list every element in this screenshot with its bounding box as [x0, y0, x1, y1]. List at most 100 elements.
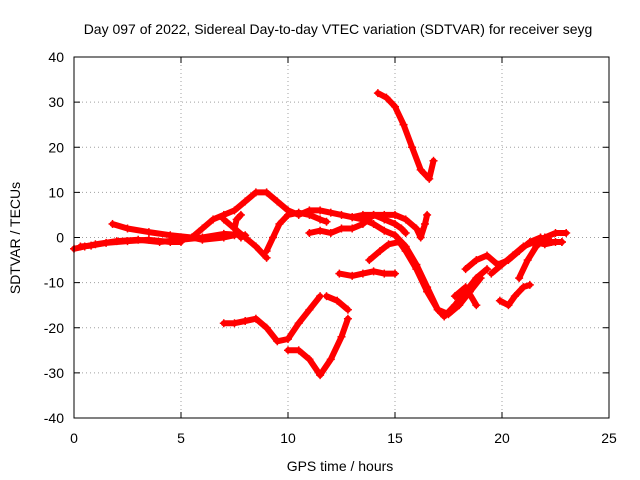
data-point-marker	[262, 253, 271, 262]
data-point-marker	[316, 226, 325, 235]
data-point-marker	[562, 228, 571, 237]
data-point-marker	[483, 265, 492, 274]
y-tick-label: 40	[48, 49, 64, 65]
y-axis-ticks: -40 -30 -20 -10 0 10 20 30 40	[44, 49, 609, 426]
data-point-marker	[423, 210, 432, 219]
data-point-marker	[87, 241, 96, 250]
data-point-marker	[335, 269, 344, 278]
data-point-marker	[241, 197, 250, 206]
data-point-marker	[316, 206, 325, 215]
data-point-marker	[391, 231, 399, 240]
data-point-marker	[401, 247, 410, 256]
data-point-marker	[337, 224, 346, 233]
data-point-marker	[316, 215, 325, 224]
y-tick-label: -40	[44, 410, 64, 426]
data-point-marker	[219, 233, 228, 242]
series-group	[70, 89, 571, 380]
data-point-marker	[251, 242, 260, 251]
data-point-marker	[305, 210, 314, 219]
data-point-marker	[412, 265, 421, 274]
data-point-marker	[444, 310, 453, 319]
data-point-marker	[369, 267, 378, 276]
data-point-marker	[230, 206, 239, 215]
data-point-marker	[275, 219, 284, 228]
data-point-marker	[284, 346, 292, 355]
data-point-marker	[382, 93, 391, 102]
data-point-marker	[412, 224, 421, 233]
data-point-marker	[519, 242, 528, 251]
data-point-marker	[420, 219, 429, 228]
data-point-marker	[273, 337, 282, 346]
data-point-marker	[269, 233, 278, 242]
data-point-marker	[369, 210, 378, 219]
data-point-marker	[358, 219, 367, 228]
data-point-marker	[166, 238, 175, 247]
y-tick-label: -20	[44, 320, 64, 336]
data-point-marker	[373, 89, 382, 98]
data-point-marker	[472, 256, 481, 265]
data-point-marker	[294, 208, 303, 217]
data-point-marker	[123, 224, 132, 233]
data-point-marker	[166, 231, 175, 240]
data-point-marker	[198, 235, 207, 244]
series-line-arc-j	[263, 209, 330, 254]
data-point-marker	[401, 215, 410, 224]
data-point-marker	[251, 314, 260, 323]
data-point-marker	[391, 219, 399, 228]
x-tick-label: 15	[387, 430, 403, 446]
data-point-marker	[305, 228, 314, 237]
x-tick-label: 25	[601, 430, 617, 446]
data-point-marker	[343, 314, 352, 323]
data-point-marker	[348, 271, 357, 280]
data-point-marker	[557, 238, 566, 247]
data-point-marker	[504, 301, 513, 310]
data-point-marker	[380, 269, 389, 278]
data-point-marker	[219, 319, 228, 328]
data-point-marker	[305, 355, 314, 364]
data-point-marker	[294, 346, 303, 355]
data-point-marker	[416, 165, 425, 174]
data-point-marker	[102, 238, 111, 247]
data-point-marker	[348, 213, 357, 222]
data-point-marker	[236, 233, 245, 242]
y-tick-label: 20	[48, 139, 64, 155]
data-point-marker	[273, 197, 282, 206]
y-tick-label: 0	[56, 230, 64, 246]
data-point-marker	[461, 265, 470, 274]
data-point-marker	[333, 296, 342, 305]
data-point-marker	[337, 332, 346, 341]
data-point-marker	[358, 210, 367, 219]
data-point-marker	[241, 316, 250, 325]
data-point-marker	[262, 247, 271, 256]
data-point-marker	[322, 217, 331, 226]
data-point-marker	[198, 224, 207, 233]
data-point-marker	[380, 210, 389, 219]
data-point-marker	[326, 208, 335, 217]
data-point-marker	[123, 237, 132, 246]
data-point-marker	[433, 305, 442, 314]
data-point-marker	[551, 228, 560, 237]
data-point-marker	[108, 219, 117, 228]
data-point-marker	[326, 355, 335, 364]
data-point-marker	[262, 323, 271, 332]
data-point-marker	[391, 102, 399, 111]
series-line-arc-f	[220, 293, 324, 345]
data-point-marker	[461, 283, 470, 292]
data-point-marker	[519, 283, 528, 292]
series-line-arc-n	[366, 239, 484, 318]
data-point-marker	[380, 226, 389, 235]
data-point-marker	[230, 224, 239, 233]
data-point-marker	[416, 233, 425, 242]
series-line-arc-l	[349, 211, 431, 241]
data-point-marker	[144, 228, 153, 237]
data-point-marker	[219, 215, 228, 224]
data-point-marker	[397, 224, 406, 233]
data-point-marker	[326, 228, 335, 237]
data-point-marker	[358, 269, 367, 278]
data-point-marker	[391, 269, 399, 278]
data-point-marker	[337, 210, 346, 219]
data-point-marker	[343, 305, 352, 314]
data-point-marker	[498, 260, 506, 269]
x-tick-label: 20	[494, 430, 510, 446]
